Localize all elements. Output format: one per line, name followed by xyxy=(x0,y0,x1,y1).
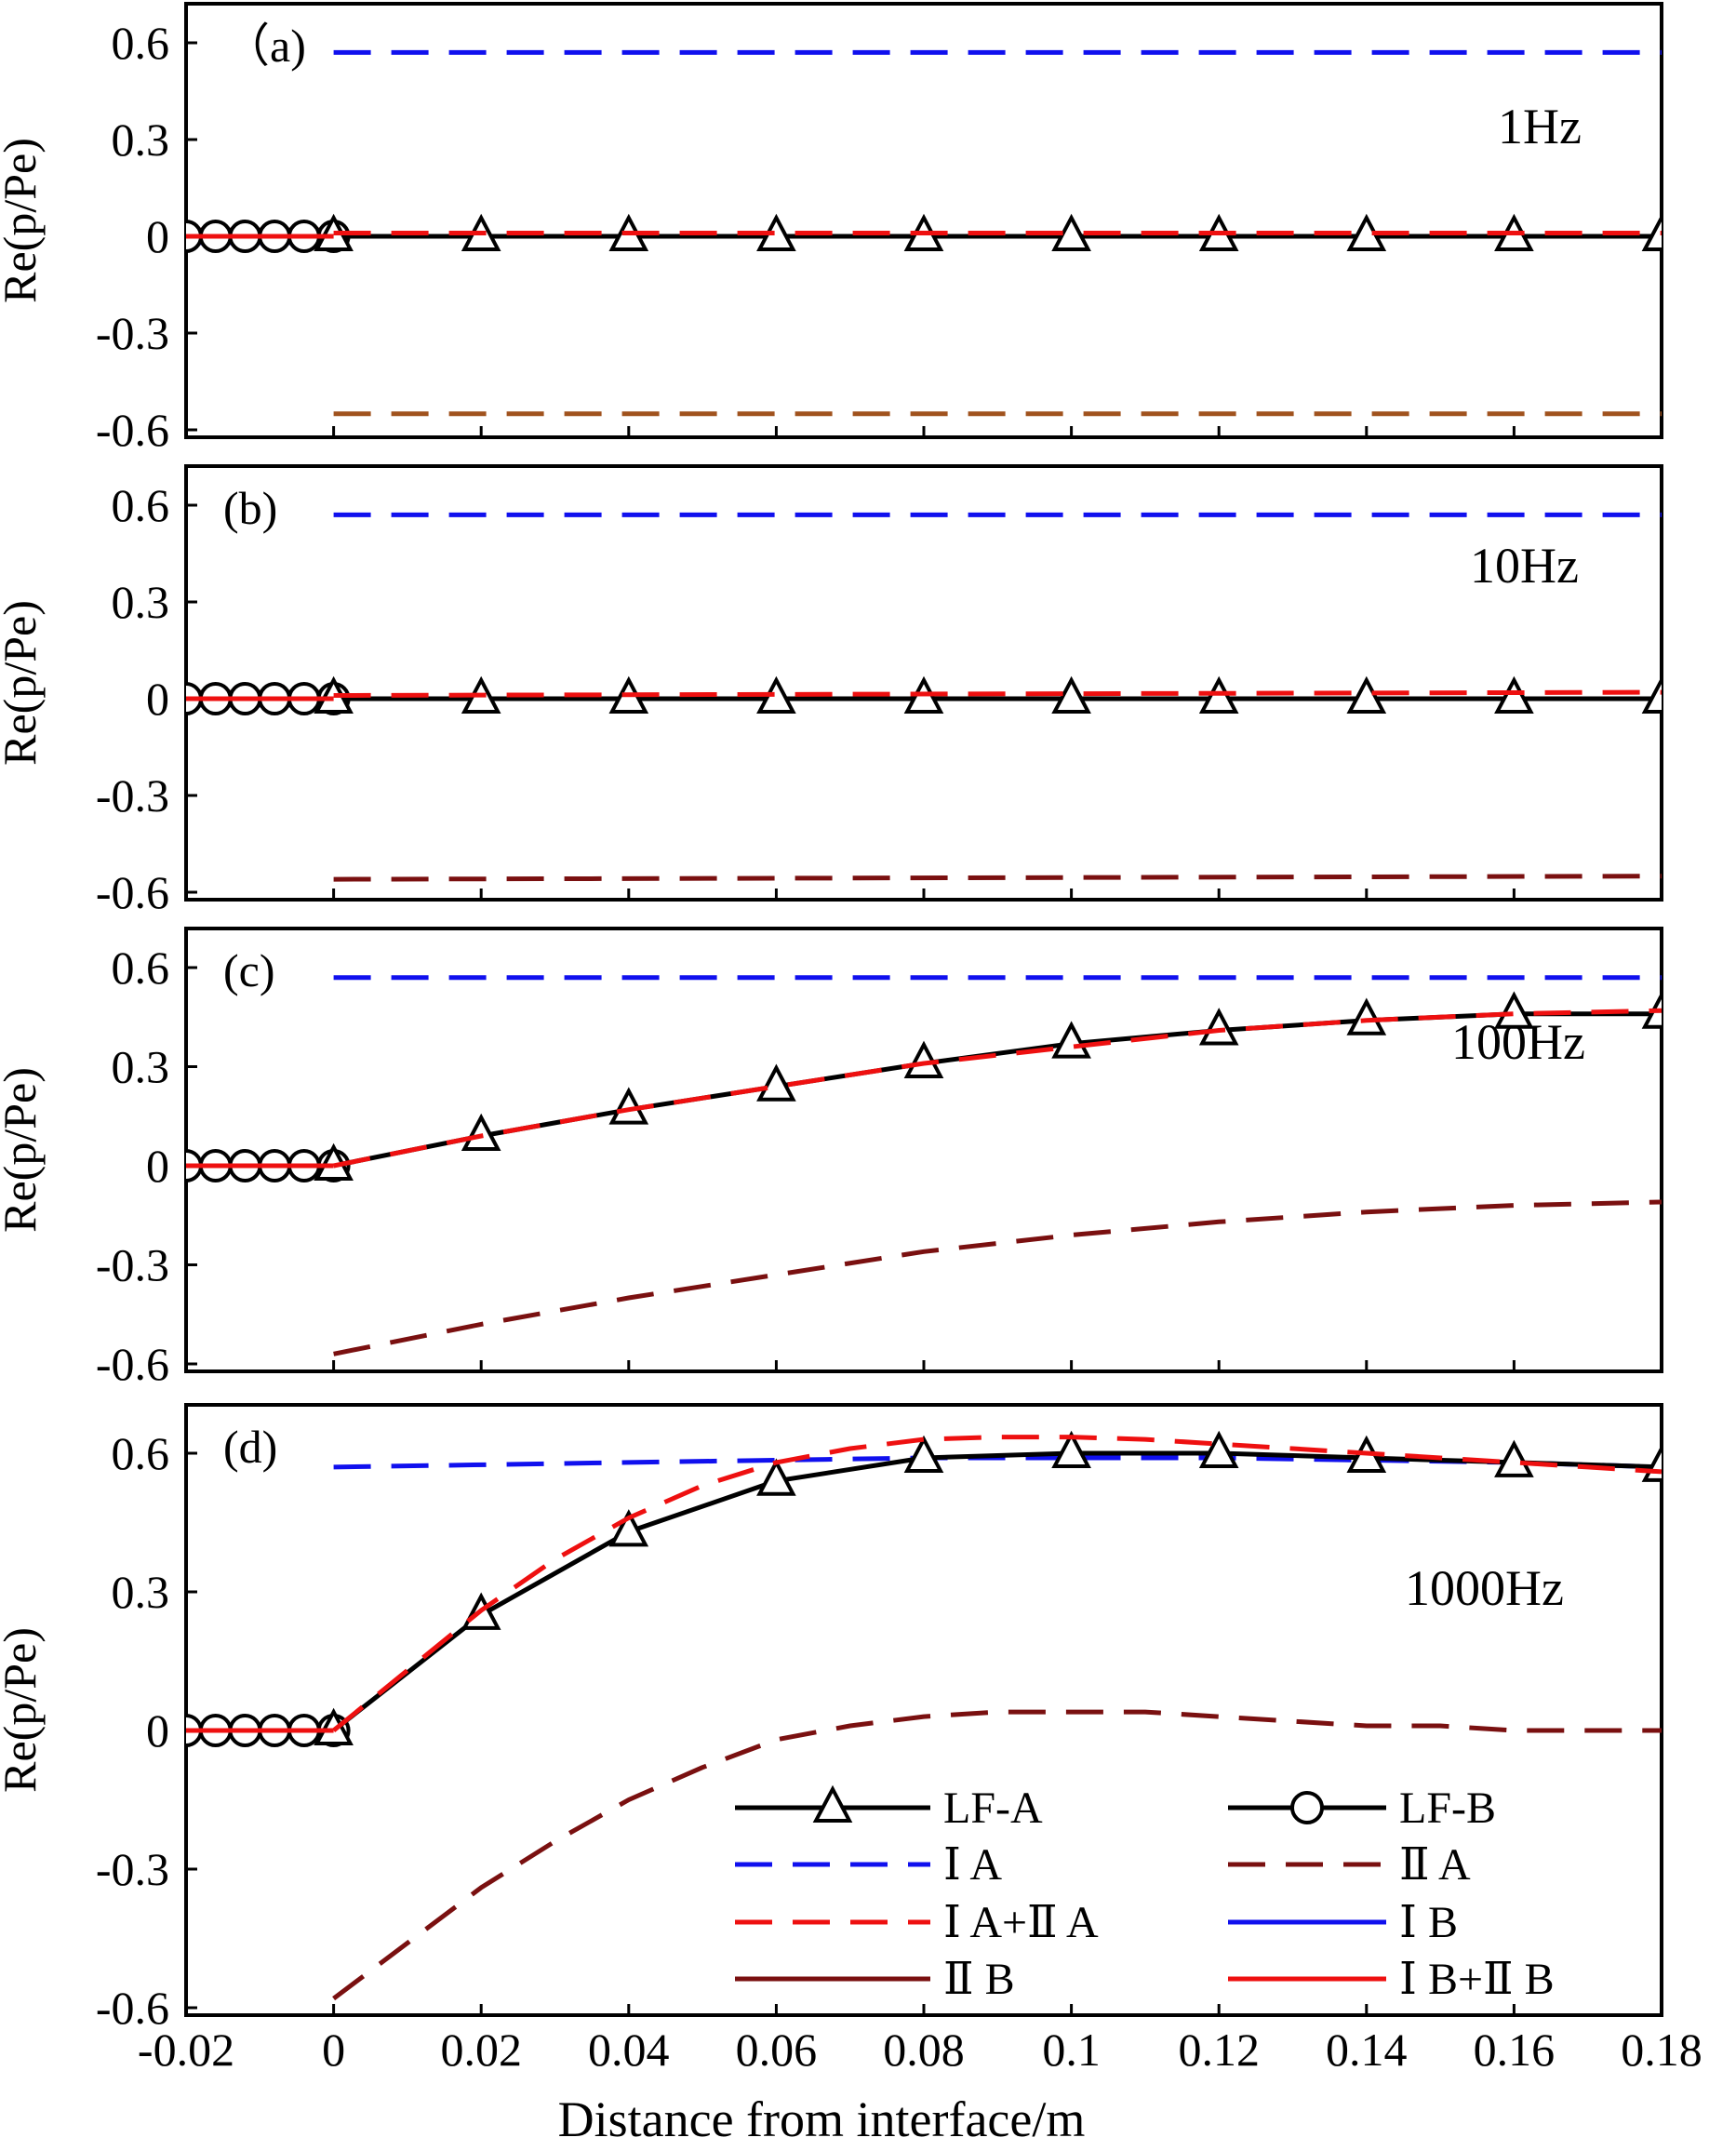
y-tick-label: 0 xyxy=(146,1704,169,1757)
frequency-label: 10Hz xyxy=(1470,538,1579,594)
triangle-marker xyxy=(1051,1430,1091,1468)
triangle-marker xyxy=(1641,675,1662,714)
y-tick-label: 0.3 xyxy=(112,1566,170,1618)
y-axis-label: Re(p/Pe) xyxy=(0,138,46,303)
y-tick-label: 0.3 xyxy=(112,114,170,166)
series-line-iia xyxy=(333,874,1662,882)
legend-label: Ⅰ A+Ⅱ A xyxy=(943,1898,1099,1947)
legend-label: Ⅱ B xyxy=(943,1955,1015,2004)
legend-label: Ⅰ A xyxy=(943,1840,1002,1890)
y-axis-label: Re(p/Pe) xyxy=(0,600,46,766)
x-tick-label: 0.04 xyxy=(588,2024,670,2076)
series-line-ia_iia xyxy=(332,1435,1662,1732)
y-tick-label: -0.3 xyxy=(96,1843,169,1895)
series-line-ia_iia xyxy=(333,689,1662,698)
triangle-marker xyxy=(1198,1430,1239,1468)
triangle-marker xyxy=(1198,675,1239,714)
plot-area xyxy=(186,975,1662,1356)
triangle-marker xyxy=(756,1458,796,1496)
triangle-marker xyxy=(1494,991,1534,1029)
y-tick-label: 0 xyxy=(146,673,169,725)
y-tick-label: 0 xyxy=(146,1140,169,1192)
plot-area xyxy=(186,512,1662,882)
panel-d: 0.6 0.3 0 -0.3 -0.6 Re(p/Pe) (d) 1000Hz xyxy=(0,1403,1663,2034)
triangle-marker xyxy=(1641,213,1662,251)
triangle-marker xyxy=(1198,1008,1239,1046)
x-tick-label: 0.18 xyxy=(1621,2024,1703,2076)
panel-tag: (d) xyxy=(223,1421,277,1473)
x-tick-label: 0.14 xyxy=(1326,2024,1408,2076)
panel-b: 0.6 0.3 0 -0.3 -0.6 Re(p/Pe) (b) 10Hz xyxy=(0,464,1663,918)
y-axis-label: Re(p/Pe) xyxy=(0,1067,46,1233)
panel-tag: (c) xyxy=(223,944,275,996)
series-line-iia xyxy=(333,1199,1662,1356)
y-tick-label: -0.3 xyxy=(96,307,169,359)
series-line-ia xyxy=(333,1455,1662,1470)
x-tick-label: 0 xyxy=(322,2024,345,2076)
x-axis-ticks: -0.02 0 0.02 0.04 0.06 0.08 0.1 0.12 0.14 0.16 0.1… xyxy=(138,2024,1703,2076)
panel-tag: (b) xyxy=(223,482,277,534)
triangle-marker xyxy=(1494,675,1534,714)
x-axis-label: Distance from interface/m xyxy=(558,2091,1086,2147)
triangle-marker xyxy=(608,1509,649,1547)
y-tick-label: 0.6 xyxy=(112,479,170,531)
y-tick-label: 0.6 xyxy=(112,942,170,994)
triangle-marker xyxy=(461,1113,501,1152)
triangle-marker xyxy=(1051,1021,1091,1059)
x-tick-label: 0.16 xyxy=(1474,2024,1556,2076)
triangle-marker xyxy=(1346,997,1387,1035)
y-tick-label: -0.6 xyxy=(96,1982,169,2034)
y-tick-label: -0.6 xyxy=(96,866,169,918)
plot-area xyxy=(186,1430,1662,2001)
y-tick-label: -0.3 xyxy=(96,1239,169,1291)
y-tick-label: 0.6 xyxy=(112,1427,170,1479)
x-tick-label: 0.02 xyxy=(440,2024,522,2076)
triangle-marker xyxy=(1641,1444,1662,1482)
x-tick-label: 0.08 xyxy=(883,2024,965,2076)
legend-triangle-marker xyxy=(812,1784,853,1823)
legend: LF-A LF-B Ⅰ A Ⅱ A Ⅰ A+Ⅱ A Ⅰ B Ⅱ B Ⅰ B+Ⅱ B xyxy=(735,1784,1555,2004)
frequency-label: 1000Hz xyxy=(1405,1560,1564,1616)
legend-label: Ⅰ B xyxy=(1399,1898,1458,1947)
y-tick-label: -0.6 xyxy=(96,1338,169,1390)
series-line-ia_iia xyxy=(333,1008,1662,1169)
x-tick-label: 0.12 xyxy=(1178,2024,1260,2076)
series-line-iia xyxy=(332,1709,1662,2001)
y-axis-label: Re(p/Pe) xyxy=(0,1627,46,1793)
panel-c: 0.60.30-0.3-0.6Re(p/Pe)(c)100Hz xyxy=(0,927,1663,1390)
frequency-label: 1Hz xyxy=(1498,99,1582,154)
legend-label: LF-B xyxy=(1399,1784,1496,1833)
triangle-marker xyxy=(1494,1439,1534,1477)
legend-label: Ⅰ B+Ⅱ B xyxy=(1399,1955,1555,2004)
plot-area xyxy=(186,49,1662,417)
y-tick-label: -0.3 xyxy=(96,769,169,822)
triangle-marker xyxy=(756,1063,796,1102)
x-tick-label: -0.02 xyxy=(138,2024,234,2076)
x-tick-label: 0.1 xyxy=(1042,2024,1101,2076)
y-tick-label: 0.6 xyxy=(112,17,170,69)
y-tick-label: 0.3 xyxy=(112,1041,170,1093)
legend-label: LF-A xyxy=(943,1784,1043,1833)
x-tick-label: 0.06 xyxy=(736,2024,818,2076)
legend-circle-marker xyxy=(1290,1791,1324,1824)
triangle-marker xyxy=(1346,675,1387,714)
y-tick-label: -0.6 xyxy=(96,404,169,456)
triangle-marker xyxy=(903,1435,944,1473)
y-tick-label: 0 xyxy=(146,210,169,262)
panel-tag: （a) xyxy=(223,20,306,72)
panel-a: 0.6 0.3 0 -0.3 -0.6 Re(p/Pe) （a) 1Hz xyxy=(0,2,1663,456)
y-tick-label: 0.3 xyxy=(112,576,170,628)
legend-label: Ⅱ A xyxy=(1399,1840,1471,1890)
